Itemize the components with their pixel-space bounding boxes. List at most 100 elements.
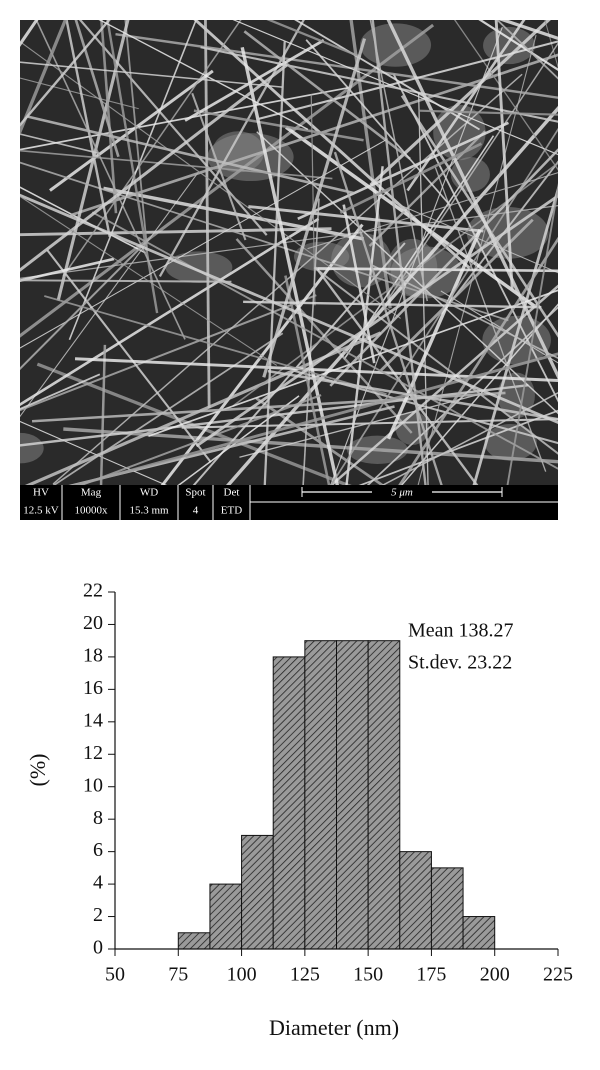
info-value: 10000x (75, 505, 109, 517)
sem-fiber (243, 30, 411, 160)
bar (177, 932, 211, 950)
y-tick-label: 8 (93, 807, 103, 829)
sem-fiber (103, 186, 364, 241)
sem-fiber (36, 362, 352, 485)
sem-fiber (20, 20, 111, 127)
x-tick-label: 150 (353, 964, 383, 986)
sem-blob (360, 23, 432, 67)
y-tick-label: 16 (83, 677, 103, 699)
sem-fiber (418, 109, 558, 116)
sem-fiber (65, 20, 111, 238)
sem-fiber (225, 105, 558, 485)
bar (209, 883, 243, 950)
sem-fiber (266, 20, 362, 59)
sem-fiber (35, 20, 186, 340)
sem-fiber (406, 20, 526, 192)
y-tick-label: 6 (93, 839, 103, 861)
sem-fiber (20, 138, 389, 349)
sem-fiber (339, 142, 483, 214)
info-label: Spot (185, 487, 205, 499)
sem-fiber (232, 20, 558, 156)
sem-fiber (417, 93, 429, 485)
x-axis-title: Diameter (nm) (269, 1015, 399, 1040)
sem-fiber (498, 20, 558, 41)
sem-fiber (20, 63, 288, 272)
sem-fiber (158, 20, 305, 277)
x-tick-label: 200 (480, 964, 510, 986)
sem-fiber (329, 148, 558, 387)
y-tick-label: 10 (83, 774, 103, 796)
sem-fiber (20, 294, 317, 412)
bar (241, 834, 274, 950)
sem-fiber (398, 236, 558, 485)
sem-fiber (496, 20, 558, 80)
sem-fiber (56, 20, 130, 302)
info-bar-fields: HV 12.5 kV Mag 10000x WD 15.3 mm Spot 4 Det ETD (23, 485, 251, 520)
sem-fiber (20, 227, 332, 237)
sem-fiber (100, 20, 118, 214)
sem-fiber (20, 193, 558, 425)
y-tick-label: 4 (93, 872, 103, 894)
x-tick-label: 225 (543, 964, 573, 986)
sem-fiber (400, 303, 558, 485)
sem-fiber (148, 289, 558, 438)
scale-bar-label: 5 μm (391, 487, 413, 499)
sem-fiber (20, 86, 349, 151)
bar (399, 851, 432, 950)
sem-fiber (20, 420, 168, 485)
sem-fiber (494, 20, 514, 290)
sem-fiber (20, 257, 115, 283)
annotation: Mean 138.27 (408, 620, 514, 642)
sem-fiber (74, 20, 120, 158)
annotation: St.dev. 23.22 (408, 652, 512, 674)
sem-fiber (506, 182, 558, 485)
sem-fiber (440, 290, 558, 364)
sem-blob (390, 246, 462, 299)
info-value: 15.3 mm (129, 505, 169, 517)
sem-fiber (262, 38, 367, 378)
sem-fiber (20, 41, 401, 319)
sem-fiber (400, 94, 558, 338)
sem-fiber (454, 20, 558, 171)
sem-fiber (258, 40, 558, 120)
sem-fiber (63, 427, 558, 464)
sem-fiber (49, 69, 214, 192)
info-label: HV (33, 487, 49, 499)
sem-fiber (20, 23, 435, 338)
sem-fiber (366, 306, 558, 485)
bar (430, 867, 464, 950)
info-value: ETD (221, 505, 242, 517)
sem-fiber (71, 352, 558, 485)
sem-fiber (20, 20, 39, 47)
sem-blob (165, 251, 233, 284)
sem-blob (20, 432, 44, 464)
sem-fiber (98, 20, 309, 130)
y-tick-label: 22 (83, 580, 103, 602)
y-tick-label: 0 (93, 937, 103, 959)
sem-fiber (20, 217, 320, 407)
sem-fiber (44, 295, 387, 395)
sem-fiber (184, 39, 325, 122)
sem-fiber (305, 39, 452, 207)
sem-fiber (248, 205, 484, 233)
sem-fiber (195, 194, 558, 448)
x-tick-label: 175 (416, 964, 446, 986)
sem-fiber (333, 151, 443, 485)
sem-fiber (417, 34, 537, 485)
y-tick-label: 12 (83, 742, 103, 764)
sem-fiber (369, 20, 428, 302)
sem-fiber (434, 167, 547, 472)
y-tick-label: 18 (83, 645, 103, 667)
sem-fiber (20, 279, 232, 283)
sem-fiber (20, 149, 333, 180)
sem-fiber (329, 284, 558, 485)
sem-fiber (78, 20, 268, 236)
sem-fiber (20, 373, 101, 410)
sem-fiber (115, 32, 558, 99)
sem-fiber (342, 204, 376, 364)
sem-fiber (24, 331, 382, 485)
sem-fiber (99, 344, 107, 485)
sem-fiber (267, 369, 558, 421)
sem-fiber (330, 26, 503, 485)
sem-fiber (27, 115, 355, 195)
